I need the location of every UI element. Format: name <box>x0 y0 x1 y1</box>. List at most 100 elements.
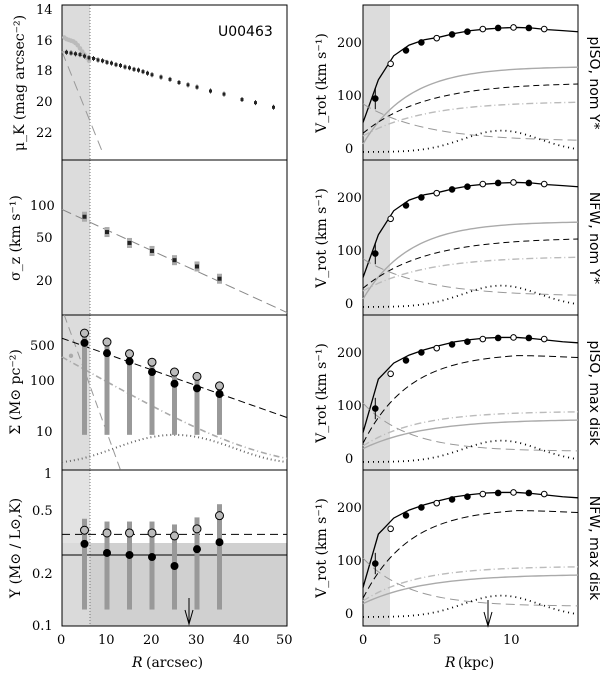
mu-point <box>272 105 275 109</box>
rc-disk-grey-curve <box>362 419 579 450</box>
panel-Upsilon: 0.1 0.2 0.5 1 Υ (M⊙ / L⊙,K) <box>8 467 288 634</box>
sigma-point <box>172 258 177 263</box>
Sigma-upper-point <box>215 381 224 391</box>
rc-stars-curve <box>362 256 579 292</box>
rc-obs-point <box>371 95 379 102</box>
mu-point <box>240 98 244 102</box>
Sigma-point <box>80 338 89 347</box>
rc3-marks <box>362 334 579 463</box>
rc-gas-curve <box>362 439 579 463</box>
Sigma-errbar <box>194 376 200 435</box>
rc-disk-grey-curve <box>362 221 579 300</box>
mu-point <box>141 70 145 74</box>
Sigma-ytick-100: 100 <box>30 374 55 389</box>
rc-bulge-curve <box>362 557 579 607</box>
rc-obs-point <box>494 334 502 342</box>
rc-obs-point <box>464 28 471 36</box>
sigma-point <box>217 276 222 281</box>
Upsilon-point <box>215 538 224 547</box>
right-xticks: 0 5 10 <box>359 633 520 648</box>
Sigma-upper-point <box>102 337 112 347</box>
rc-gas-curve <box>362 129 579 153</box>
Upsilon-point <box>80 539 89 548</box>
rc4-marks <box>362 489 579 618</box>
Upsilon-errbar <box>127 521 132 610</box>
mu-point <box>105 60 109 64</box>
Upsilon-upper-point <box>147 528 157 538</box>
mu-point <box>87 56 91 60</box>
sigma-ytick-20: 20 <box>36 274 53 289</box>
rc-obs-point <box>371 405 379 412</box>
shaded-region <box>363 315 390 470</box>
panel-rc1 <box>362 4 579 161</box>
mu-ytick-18: 18 <box>36 64 53 79</box>
shaded-region <box>62 5 90 160</box>
rc-obs-point <box>540 180 548 188</box>
mu-point <box>159 75 163 79</box>
rc-obs-point <box>402 47 410 54</box>
left-xtick-40: 40 <box>233 633 250 648</box>
rc-bulge-curve <box>362 258 579 296</box>
Sigma-upper-point <box>80 328 89 338</box>
left-xlabel-unit: (arcsec) <box>146 655 203 671</box>
rc-obs-point <box>494 179 502 187</box>
Sigma-errbar <box>149 362 155 435</box>
mu-point <box>168 77 172 81</box>
Upsilon-upper-point <box>215 511 224 521</box>
sigma-point <box>127 240 132 245</box>
mu-point <box>83 54 86 58</box>
Upsilon-upper-point <box>80 525 89 535</box>
mu-ytick-22: 22 <box>36 126 53 141</box>
rc2-marks <box>362 179 579 308</box>
rc-obs-point <box>510 179 517 186</box>
rc1-marks <box>362 24 579 153</box>
sigma-ylabel: σ_z (km s⁻¹) <box>8 195 24 281</box>
rc-obs-point <box>433 189 441 197</box>
rc-obs-point <box>418 504 425 511</box>
mu-point <box>69 51 73 55</box>
mu-ytick-20: 20 <box>36 95 53 110</box>
rc3-ytick-200: 200 <box>337 346 362 361</box>
ups-ytick-0.5: 0.5 <box>32 504 53 519</box>
rc4-label: NFW, max disk <box>586 496 600 601</box>
mu-point <box>209 89 212 93</box>
panel-mu: U00463 14 16 18 20 22 μ_K (mag arcsec⁻²) <box>12 3 288 161</box>
Sigma-gas-curve <box>61 433 285 464</box>
rc-obs-point <box>494 24 502 32</box>
Sigma-upper-point <box>147 357 157 367</box>
shaded-region <box>62 160 90 315</box>
rc2-ytick-0: 0 <box>345 297 353 312</box>
rc-obs-point <box>418 194 425 201</box>
mu-point <box>146 71 149 75</box>
rc-obs-point <box>387 60 394 68</box>
rc-obs-point <box>464 338 471 346</box>
rc-halo-curve <box>362 510 579 599</box>
rc-obs-point <box>525 489 533 497</box>
Sigma-point <box>193 384 201 393</box>
right-xlabel-symbol: R <box>444 655 456 671</box>
Sigma-marks <box>61 314 288 471</box>
Sigma-errbar <box>127 353 132 435</box>
panel-frame <box>362 469 579 627</box>
sigma-point <box>82 214 87 219</box>
panel-rc4 <box>362 469 579 627</box>
rc-obs-point <box>371 250 379 257</box>
Sigma-ytick-500: 500 <box>30 339 55 354</box>
Upsilon-point <box>103 548 111 557</box>
Sigma-errbar <box>217 385 222 435</box>
left-xtick-20: 20 <box>143 633 160 648</box>
rc1-ytick-100: 100 <box>337 89 362 104</box>
Sigma-errbar <box>82 333 87 435</box>
rc-obs-point <box>525 24 533 32</box>
rc-obs-point <box>479 25 487 33</box>
mu-point <box>74 52 77 56</box>
mu-point <box>65 50 68 54</box>
sigma-point <box>105 230 109 235</box>
Sigma-point <box>148 368 156 377</box>
rc-total-curve <box>362 491 579 588</box>
left-xtick-30: 30 <box>188 633 205 648</box>
rc-obs-point <box>448 186 456 193</box>
mu-point <box>254 101 257 105</box>
left-xlabel-symbol: R <box>131 655 143 671</box>
